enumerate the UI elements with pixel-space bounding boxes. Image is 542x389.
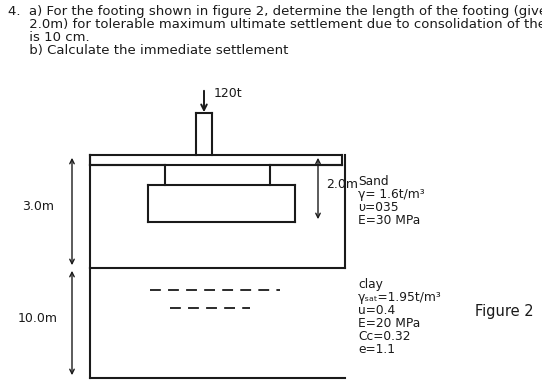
Text: 2.0m: 2.0m [326, 178, 358, 191]
Text: γₛₐₜ=1.95t/m³: γₛₐₜ=1.95t/m³ [358, 291, 442, 304]
Text: b) Calculate the immediate settlement: b) Calculate the immediate settlement [8, 44, 288, 57]
Text: Figure 2: Figure 2 [475, 304, 534, 319]
Text: e=1.1: e=1.1 [358, 343, 395, 356]
Text: γ= 1.6t/m³: γ= 1.6t/m³ [358, 188, 424, 201]
Text: Sand: Sand [358, 175, 389, 188]
Text: Cc=0.32: Cc=0.32 [358, 330, 410, 343]
Text: υ=035: υ=035 [358, 201, 398, 214]
Text: 120t: 120t [214, 87, 243, 100]
Text: E=30 MPa: E=30 MPa [358, 214, 420, 227]
Text: E=20 MPa: E=20 MPa [358, 317, 420, 330]
Text: clay: clay [358, 278, 383, 291]
Text: u=0.4: u=0.4 [358, 304, 395, 317]
Text: 3.0m: 3.0m [22, 200, 54, 213]
Text: 10.0m: 10.0m [18, 312, 58, 324]
Text: 4.  a) For the footing shown in figure 2, determine the length of the footing (g: 4. a) For the footing shown in figure 2,… [8, 5, 542, 18]
Text: is 10 cm.: is 10 cm. [8, 31, 89, 44]
Text: 2.0m) for tolerable maximum ultimate settlement due to consolidation of the clay: 2.0m) for tolerable maximum ultimate set… [8, 18, 542, 31]
